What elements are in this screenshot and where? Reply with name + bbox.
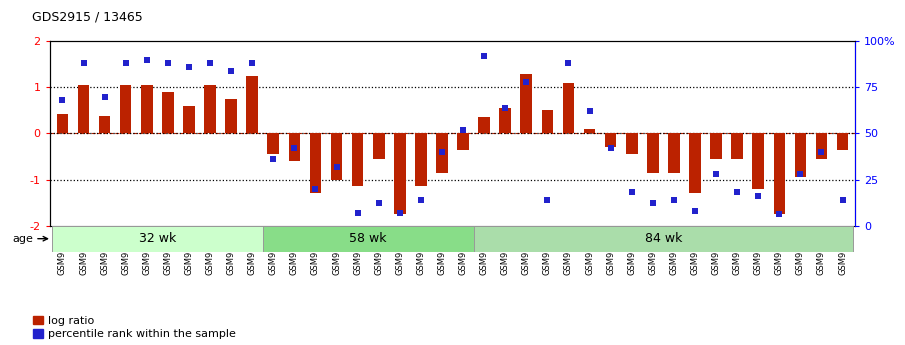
Bar <box>99 116 110 134</box>
Point <box>645 201 660 206</box>
Bar <box>563 83 575 134</box>
Bar <box>52 226 262 252</box>
Text: GDS2915 / 13465: GDS2915 / 13465 <box>32 10 142 23</box>
Point <box>730 190 745 195</box>
Bar <box>774 134 786 214</box>
Point <box>540 197 555 203</box>
Bar <box>626 134 637 154</box>
Point <box>119 61 133 66</box>
Bar <box>584 129 595 134</box>
Bar <box>205 85 215 134</box>
Bar <box>141 85 153 134</box>
Bar <box>78 85 90 134</box>
Bar <box>330 134 342 179</box>
Point <box>624 190 639 195</box>
Point <box>224 68 238 73</box>
Text: 32 wk: 32 wk <box>138 232 176 245</box>
Text: age: age <box>12 234 33 244</box>
Point <box>772 212 786 217</box>
Bar <box>352 134 364 186</box>
Point <box>434 149 449 155</box>
Point <box>456 127 471 132</box>
Bar <box>668 134 680 172</box>
Point <box>55 98 70 103</box>
Point <box>667 197 681 203</box>
Bar <box>479 117 490 134</box>
Point <box>76 61 91 66</box>
Point <box>266 157 281 162</box>
Point <box>793 171 807 177</box>
Point <box>604 146 618 151</box>
Point <box>287 146 301 151</box>
Bar <box>310 134 321 193</box>
Bar <box>436 134 448 172</box>
Bar <box>520 73 532 134</box>
Point <box>393 210 407 215</box>
Bar <box>262 226 473 252</box>
Bar <box>246 76 258 134</box>
Bar <box>394 134 405 214</box>
Bar <box>710 134 722 159</box>
Point <box>371 201 386 206</box>
Bar <box>752 134 764 189</box>
Point <box>751 193 766 199</box>
Point <box>309 186 323 191</box>
Text: 84 wk: 84 wk <box>644 232 682 245</box>
Bar <box>605 134 616 147</box>
Bar <box>815 134 827 159</box>
Point <box>582 109 596 114</box>
Point <box>561 61 576 66</box>
Bar <box>268 134 279 154</box>
Point <box>414 197 428 203</box>
Bar <box>731 134 743 159</box>
Point <box>245 61 260 66</box>
Bar <box>373 134 385 159</box>
Legend: log ratio, percentile rank within the sample: log ratio, percentile rank within the sa… <box>33 316 236 339</box>
Bar <box>795 134 806 177</box>
Bar <box>415 134 426 186</box>
Bar <box>690 134 700 193</box>
Point <box>814 149 829 155</box>
Bar <box>162 92 174 134</box>
Bar <box>837 134 848 150</box>
Point <box>329 164 344 169</box>
Bar <box>647 134 659 172</box>
Bar <box>457 134 469 150</box>
Bar <box>289 134 300 161</box>
Bar <box>541 110 553 134</box>
Point <box>709 171 723 177</box>
Bar <box>183 106 195 134</box>
Text: 58 wk: 58 wk <box>349 232 387 245</box>
Bar <box>225 99 237 134</box>
Bar <box>119 85 131 134</box>
Point <box>477 53 491 59</box>
Point <box>498 105 512 110</box>
Point <box>519 79 534 85</box>
Bar <box>500 108 511 134</box>
Point <box>139 57 154 62</box>
Point <box>182 65 196 70</box>
Point <box>835 197 850 203</box>
Point <box>350 210 365 215</box>
Bar <box>57 114 68 134</box>
Point <box>688 208 702 214</box>
Bar <box>473 226 853 252</box>
Point <box>160 61 175 66</box>
Point <box>98 94 112 99</box>
Point <box>203 61 217 66</box>
